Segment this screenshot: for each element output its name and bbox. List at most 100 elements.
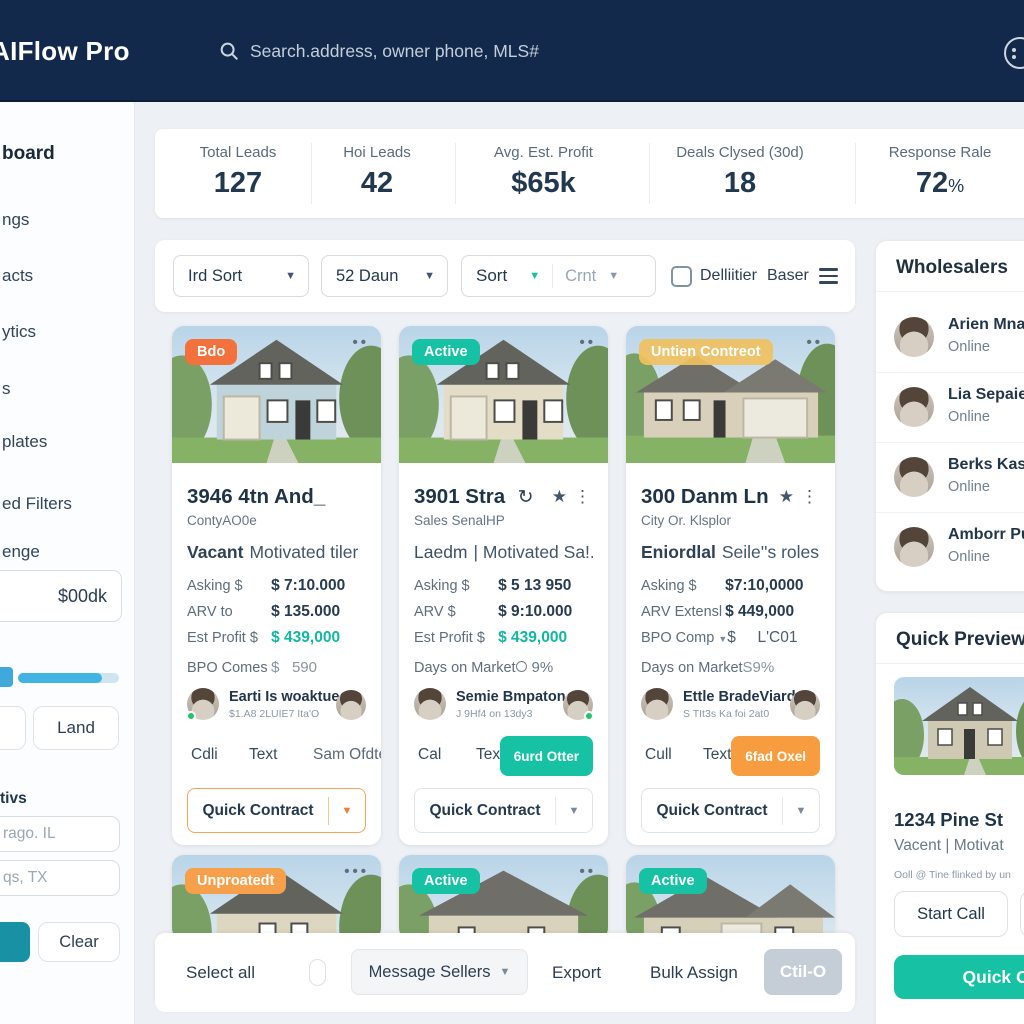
text-link[interactable]: Text xyxy=(249,746,278,763)
property-photo: Active •• xyxy=(399,326,608,463)
chevron-down-icon[interactable]: ▼ xyxy=(341,804,353,817)
gauge-icon xyxy=(515,661,527,672)
search-input[interactable] xyxy=(250,40,650,62)
chevron-down-icon[interactable]: ▼ xyxy=(568,804,580,817)
call-link[interactable]: Cull xyxy=(645,746,672,763)
apply-filters-button[interactable] xyxy=(0,922,30,962)
location-input-2[interactable] xyxy=(0,860,120,896)
detail-row: BPO Comp ▼ $ L'C01 xyxy=(641,629,798,646)
export-button[interactable]: Export xyxy=(552,963,602,982)
wholesaler-item[interactable]: Arien Mnan Online xyxy=(876,303,1024,373)
detail-row: ARV $ $ 9:10.000 xyxy=(414,603,573,620)
price-slider-fill xyxy=(18,673,102,683)
bulk-assign-button[interactable]: Bulk Assign xyxy=(650,963,738,982)
sort-dropdown-1[interactable]: Ird Sort ▼ xyxy=(173,255,309,297)
star-icon[interactable]: ★ xyxy=(778,487,794,506)
property-type-button-land[interactable]: Land xyxy=(33,706,119,750)
status-badge: Bdo xyxy=(185,339,238,365)
message-sellers-button[interactable]: Message Sellers ▼ xyxy=(351,949,528,995)
property-tags: Laedm | Motivated Sa!... xyxy=(414,542,593,562)
wholesaler-item[interactable]: Berks Kasts Online xyxy=(876,443,1024,513)
kebab-menu-icon[interactable]: ⋮ xyxy=(801,487,818,506)
global-search[interactable] xyxy=(218,30,688,72)
base-label[interactable]: Baser xyxy=(767,267,809,284)
wholesalers-panel: Wholesalers Arien Mnan Online Lia Sepaie… xyxy=(875,240,1024,592)
agent-name: Ettle BradeViards xyxy=(683,689,804,705)
more-options-icon[interactable]: •• xyxy=(579,863,596,880)
lead-card-6[interactable]: Active xyxy=(626,855,835,940)
preview-tags: Vacent | Motivat xyxy=(894,837,1004,854)
property-subtitle: City Or. Klsplor xyxy=(641,513,732,528)
motivations-label: tivs xyxy=(0,790,27,807)
lead-card-4[interactable]: Unproatedt ••• xyxy=(172,855,381,940)
sort-group[interactable]: Sort ▼ Crnt ▼ xyxy=(461,255,656,297)
clear-filters-button[interactable]: Clear xyxy=(38,922,120,962)
send-offer-link[interactable]: Sam Ofdter xyxy=(313,746,381,763)
wholesalers-title: Wholesalers xyxy=(896,257,1008,278)
start-call-button[interactable]: Start Call xyxy=(894,891,1008,937)
property-address: 3946 4tn And_ xyxy=(187,485,326,508)
menu-icon[interactable] xyxy=(819,268,838,284)
select-all-checkbox[interactable] xyxy=(309,959,326,986)
sidebar-item-saved-filters[interactable]: ed Filters xyxy=(2,494,72,513)
quick-preview-panel: Quick Preview 1234 Pine St Vacent | Moti… xyxy=(875,612,1024,1024)
property-type-button-cut[interactable] xyxy=(0,706,26,750)
wholesaler-item[interactable]: Lia Sepaier Online xyxy=(876,373,1024,443)
call-link[interactable]: Cdli xyxy=(191,746,218,763)
sidebar-item-templates[interactable]: plates xyxy=(2,432,48,451)
price-max-input[interactable] xyxy=(0,570,122,622)
chevron-down-icon: ▼ xyxy=(608,270,620,282)
status-badge: Online xyxy=(948,339,990,355)
chevron-down-icon[interactable]: ▼ xyxy=(718,634,728,644)
send-offer-button[interactable]: 6urd Otter xyxy=(499,736,593,776)
quick-offer-button[interactable]: Quick Of xyxy=(894,955,1024,999)
filter-checkbox[interactable] xyxy=(671,266,692,287)
refresh-icon[interactable]: ↻ xyxy=(517,487,534,508)
property-photo: Active xyxy=(626,855,835,940)
wholesaler-item[interactable]: Amborr Pu Online xyxy=(876,513,1024,583)
detail-row: Est Profit $ $ 439,000 xyxy=(187,629,341,646)
select-all-label[interactable]: Select all xyxy=(186,963,255,982)
sidebar-item-listings[interactable]: ngs xyxy=(2,210,30,229)
quick-contract-button[interactable]: Quick Contract ▼ xyxy=(641,788,820,833)
shortcut-button[interactable]: Ctil-O xyxy=(764,949,842,995)
lead-card-5[interactable]: Active •• xyxy=(399,855,608,940)
filter-checkbox-label: Delliitier xyxy=(700,267,757,284)
star-icon[interactable]: ★ xyxy=(551,487,567,506)
account-icon[interactable] xyxy=(1004,37,1024,69)
divider xyxy=(855,143,856,204)
card-actions: Cdli Text Sam Ofdter xyxy=(187,738,381,778)
sidebar-item-range[interactable]: enge xyxy=(2,542,40,561)
sort-dropdown-2[interactable]: 52 Daun ▼ xyxy=(321,255,448,297)
secondary-action-button[interactable]: S xyxy=(1020,891,1024,937)
price-slider-handle[interactable] xyxy=(0,667,13,687)
stat-response-rate: Response Rale 72% xyxy=(888,144,992,199)
sidebar-item-dashboard[interactable]: board xyxy=(2,143,55,164)
sidebar-item-s[interactable]: s xyxy=(2,379,11,398)
divider xyxy=(649,143,650,204)
more-options-icon[interactable]: •• xyxy=(579,334,596,351)
send-offer-button[interactable]: 6fad Oxel xyxy=(731,736,820,776)
quick-contract-button[interactable]: Quick Contract ▼ xyxy=(414,788,593,833)
more-options-icon[interactable]: •• xyxy=(806,334,823,351)
more-options-icon[interactable]: ••• xyxy=(344,863,369,880)
quick-contract-button[interactable]: Quick Contract ▼ xyxy=(187,788,366,833)
more-options-icon[interactable]: •• xyxy=(352,334,369,351)
sidebar-item-contacts[interactable]: acts xyxy=(2,266,34,285)
kebab-menu-icon[interactable]: ⋮ xyxy=(574,487,591,506)
filter-bar: Ird Sort ▼ 52 Daun ▼ Sort ▼ Crnt ▼ Delli… xyxy=(155,240,855,312)
agent-row: Ettle BradeViards S TIt3s Ka foi 2at0 xyxy=(641,688,820,724)
stat-total-leads: Total Leads 127 xyxy=(199,144,277,199)
avatar xyxy=(414,688,446,720)
text-link[interactable]: Text xyxy=(703,746,732,763)
avatar xyxy=(641,688,673,720)
card-actions: Cal Text 6urd Otter xyxy=(414,736,593,778)
sidebar-item-analytics[interactable]: ytics xyxy=(2,322,36,341)
chevron-down-icon[interactable]: ▼ xyxy=(795,804,807,817)
property-photo: Active •• xyxy=(399,855,608,940)
lead-card-3: Untien Contreot •• 300 Danm Ln ★ ⋮ City … xyxy=(626,326,835,845)
divider xyxy=(328,796,329,825)
location-input-1[interactable] xyxy=(0,816,120,852)
text-link[interactable]: Text xyxy=(476,746,505,763)
call-link[interactable]: Cal xyxy=(418,746,442,763)
